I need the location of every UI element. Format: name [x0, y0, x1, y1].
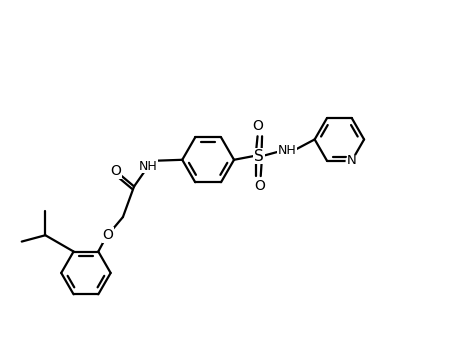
Text: O: O — [111, 164, 122, 178]
Text: N: N — [347, 154, 356, 167]
Text: O: O — [255, 179, 265, 193]
Text: O: O — [252, 119, 263, 133]
Text: NH: NH — [139, 159, 158, 172]
Text: S: S — [254, 149, 264, 164]
Text: O: O — [102, 228, 113, 242]
Text: NH: NH — [277, 144, 296, 157]
